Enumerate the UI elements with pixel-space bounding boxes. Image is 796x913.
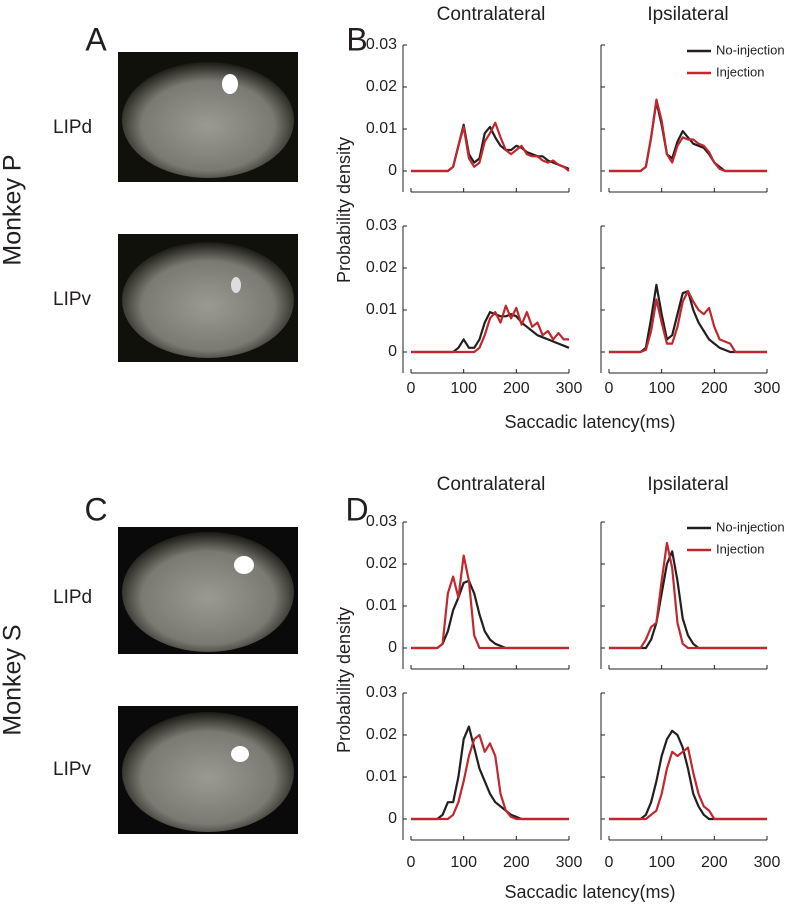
injection-spot: [231, 746, 249, 762]
mri-image: [122, 242, 294, 358]
y-tick-label: 0.03: [366, 36, 397, 53]
series-line: [609, 98, 767, 173]
y-axis-label: Probability density: [334, 137, 354, 283]
x-tick-label: 100: [450, 854, 477, 871]
series-line: [411, 725, 569, 821]
x-axis-label: Saccadic latency(ms): [504, 882, 675, 902]
column-title: Contralateral: [437, 4, 546, 25]
x-tick-label: 0: [605, 380, 614, 397]
series-line: [609, 729, 767, 821]
series-line: [411, 121, 570, 173]
column-title: Ipsilateral: [647, 474, 728, 495]
panel-label: A: [85, 21, 107, 57]
y-tick-label: 0.02: [366, 259, 397, 276]
panel-label: C: [84, 491, 107, 527]
region-label: LIPv: [53, 289, 92, 310]
x-tick-label: 200: [503, 854, 530, 871]
column-title: Ipsilateral: [647, 4, 728, 25]
legend-label: No-injection: [716, 42, 785, 57]
x-tick-label: 200: [701, 854, 728, 871]
y-tick-label: 0.02: [366, 78, 397, 95]
x-tick-label: 100: [450, 380, 477, 397]
column-title: Contralateral: [437, 474, 546, 495]
y-tick-label: 0.02: [366, 555, 397, 572]
y-tick-label: 0: [388, 639, 397, 656]
mri-images: [118, 52, 298, 834]
x-tick-label: 0: [407, 854, 416, 871]
region-label: LIPd: [53, 117, 92, 138]
series-line: [609, 550, 767, 650]
injection-spot: [234, 556, 254, 574]
series-line: [411, 311, 570, 354]
y-tick-label: 0.03: [366, 513, 397, 530]
x-tick-label: 200: [503, 380, 530, 397]
series-line: [609, 746, 767, 821]
series-line: [609, 290, 767, 354]
y-tick-label: 0.01: [366, 597, 397, 614]
mri-image: [122, 62, 294, 178]
x-axis-label: Saccadic latency(ms): [504, 412, 675, 432]
region-label: LIPd: [53, 587, 92, 608]
series-line: [609, 541, 767, 650]
mri-image: [122, 532, 294, 652]
legend-label: No-injection: [716, 519, 785, 534]
series-line: [609, 283, 767, 354]
series-line: [609, 100, 767, 173]
region-label: LIPv: [53, 759, 92, 780]
y-tick-label: 0.01: [366, 301, 397, 318]
x-tick-label: 300: [754, 854, 781, 871]
series-line: [411, 733, 569, 821]
injection-spot: [222, 74, 238, 94]
monkey-name: Monkey S: [0, 624, 27, 735]
y-tick-label: 0: [388, 343, 397, 360]
y-tick-label: 0.03: [366, 217, 397, 234]
injection-spot: [231, 277, 241, 293]
monkey-name: Monkey P: [0, 154, 27, 265]
y-tick-label: 0: [388, 810, 397, 827]
x-tick-label: 100: [648, 380, 675, 397]
legend-label: Injection: [716, 541, 764, 556]
x-tick-label: 100: [648, 854, 675, 871]
y-tick-label: 0.01: [366, 120, 397, 137]
series-line: [411, 554, 569, 650]
x-tick-label: 0: [605, 854, 614, 871]
series-line: [411, 579, 569, 650]
y-tick-label: 0.01: [366, 768, 397, 785]
y-tick-label: 0.03: [366, 684, 397, 701]
y-tick-label: 0.02: [366, 726, 397, 743]
y-tick-label: 0: [388, 162, 397, 179]
mri-image: [122, 712, 294, 832]
x-tick-label: 0: [407, 380, 416, 397]
x-tick-label: 300: [556, 854, 583, 871]
x-tick-label: 200: [701, 380, 728, 397]
x-tick-label: 300: [556, 380, 583, 397]
panel-label: B: [346, 21, 367, 57]
legend-label: Injection: [716, 64, 764, 79]
y-axis-label: Probability density: [334, 607, 354, 753]
series-line: [411, 304, 569, 354]
panel-label: D: [345, 491, 368, 527]
x-tick-label: 300: [754, 380, 781, 397]
